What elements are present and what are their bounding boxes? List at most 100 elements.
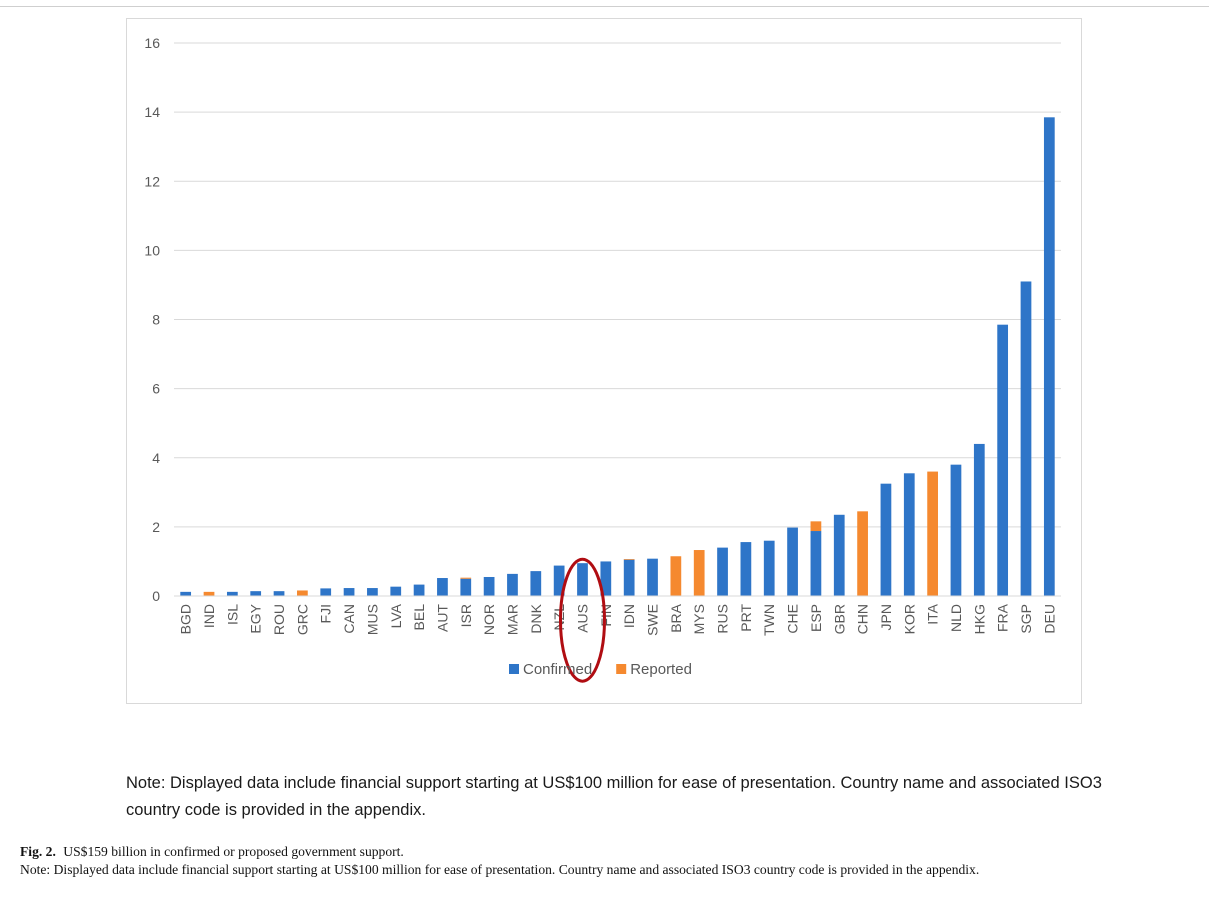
x-tick-label: ROU <box>271 604 287 635</box>
bar-reported-ita <box>927 471 938 596</box>
bar-confirmed-twn <box>763 540 775 596</box>
bar-confirmed-bgd <box>180 591 192 596</box>
bar-confirmed-fji <box>320 588 332 596</box>
highlight-ellipse-aus <box>558 557 606 683</box>
x-tick-label: ISL <box>224 604 240 625</box>
y-tick-label: 2 <box>152 519 160 535</box>
x-tick-label: AUS <box>574 604 590 633</box>
bar-confirmed-rus <box>717 547 728 596</box>
bar-reported-bra <box>670 556 682 596</box>
x-tick-label: IDN <box>621 604 637 628</box>
x-tick-label: KOR <box>901 604 917 634</box>
bar-confirmed-gbr <box>833 514 845 596</box>
x-tick-label: ITA <box>925 603 941 624</box>
bar-confirmed-nor <box>483 576 495 596</box>
bar-confirmed-aus <box>577 563 588 596</box>
legend-swatch-reported <box>616 664 627 674</box>
legend-label-reported: Reported <box>630 661 692 678</box>
bar-confirmed-jpn <box>880 483 892 596</box>
y-tick-label: 16 <box>144 35 160 51</box>
bar-reported-chn <box>857 511 868 596</box>
x-tick-label: FRA <box>995 603 1011 632</box>
bar-confirmed-fra <box>997 324 1009 596</box>
caption-title-line: Fig. 2. US$159 billion in confirmed or p… <box>20 843 1195 861</box>
chart-note: Note: Displayed data include financial s… <box>126 770 1106 824</box>
x-tick-label: CHE <box>785 604 801 634</box>
x-tick-label: EGY <box>248 603 264 633</box>
figure-label: Fig. 2. <box>20 844 56 859</box>
x-tick-label: ESP <box>808 604 824 632</box>
bar-confirmed-mus <box>367 588 378 596</box>
bar-confirmed-esp <box>810 531 822 596</box>
bar-confirmed-kor <box>903 473 915 596</box>
bar-reported-ind <box>203 591 215 596</box>
bar-reported-esp <box>810 521 822 532</box>
legend-swatch-confirmed <box>509 664 519 674</box>
x-tick-label: PRT <box>738 604 754 632</box>
bar-confirmed-swe <box>647 558 658 596</box>
figure-title: US$159 billion in confirmed or proposed … <box>63 844 404 859</box>
bar-confirmed-dnk <box>530 571 542 596</box>
caption-note: Note: Displayed data include financial s… <box>20 862 980 877</box>
y-tick-label: 10 <box>144 242 160 258</box>
x-tick-label: LVA <box>388 603 404 628</box>
bar-confirmed-bel <box>413 584 425 596</box>
x-tick-label: GRC <box>294 604 310 635</box>
bar-reported-idn <box>623 559 635 560</box>
chart-frame: 0 2 4 6 8 10 12 14 16 BGD IND ISL EGY ROU GRC FJI CAN MUS… <box>126 18 1082 704</box>
chart-note-text: Note: Displayed data include financial s… <box>126 774 1102 819</box>
bar-confirmed-deu <box>1043 117 1055 596</box>
bar-confirmed-mar <box>507 573 518 596</box>
x-tick-label: DEU <box>1041 604 1057 634</box>
x-tick-label: NOR <box>481 604 497 635</box>
x-tick-label: GBR <box>831 604 847 634</box>
x-tick-label: AUT <box>434 604 450 632</box>
bar-confirmed-rou <box>273 591 285 596</box>
x-tick-label: MUS <box>364 604 380 635</box>
x-tick-label: CAN <box>341 604 357 634</box>
bar-reported-mys <box>693 550 705 596</box>
bar-confirmed-isr <box>460 578 472 596</box>
bar-confirmed-sgp <box>1020 281 1032 596</box>
figure-caption: Fig. 2. US$159 billion in confirmed or p… <box>20 843 1195 879</box>
y-tick-label: 12 <box>144 173 160 189</box>
x-tick-label: TWN <box>761 604 777 636</box>
x-tick-label: DNK <box>528 603 544 633</box>
bar-confirmed-can <box>343 588 355 596</box>
x-tick-label: FJI <box>318 604 334 623</box>
y-tick-label: 0 <box>152 588 160 604</box>
x-tick-label: MYS <box>691 604 707 634</box>
x-tick-label: CHN <box>855 604 871 634</box>
x-tick-label: SWE <box>645 604 661 636</box>
x-tick-label: BGD <box>178 604 194 634</box>
x-tick-label: HKG <box>971 604 987 634</box>
bar-confirmed-nzl <box>553 565 565 596</box>
x-tick-label: ISR <box>458 604 474 627</box>
bar-confirmed-hkg <box>973 443 985 596</box>
bar-confirmed-egy <box>250 591 262 596</box>
bar-confirmed-aut <box>437 578 448 596</box>
x-tick-label: MAR <box>504 604 520 635</box>
bar-chart: 0 2 4 6 8 10 12 14 16 BGD IND ISL EGY ROU GRC FJI CAN MUS… <box>144 35 1061 683</box>
bar-confirmed-nld <box>950 464 962 596</box>
x-tick-label: RUS <box>715 604 731 634</box>
legend-label-confirmed: Confirmed <box>523 661 592 678</box>
x-tick-label: BEL <box>411 604 427 631</box>
bar-confirmed-che <box>787 527 798 596</box>
x-tick-label: NLD <box>948 604 964 632</box>
y-tick-label: 8 <box>152 312 160 328</box>
bar-confirmed-isl <box>226 591 238 596</box>
bar-confirmed-fin <box>600 561 612 596</box>
bar-reported-isr <box>460 577 472 579</box>
bar-confirmed-prt <box>740 542 752 596</box>
bar-confirmed-idn <box>623 559 635 596</box>
top-rule <box>0 6 1209 7</box>
y-tick-label: 4 <box>152 450 160 466</box>
y-tick-label: 14 <box>144 104 160 120</box>
bar-confirmed-lva <box>390 586 402 596</box>
x-tick-label: BRA <box>668 603 684 632</box>
x-tick-label: SGP <box>1018 604 1034 634</box>
x-tick-label: JPN <box>878 604 894 630</box>
bar-reported-grc <box>297 590 308 596</box>
x-tick-label: IND <box>201 604 217 628</box>
